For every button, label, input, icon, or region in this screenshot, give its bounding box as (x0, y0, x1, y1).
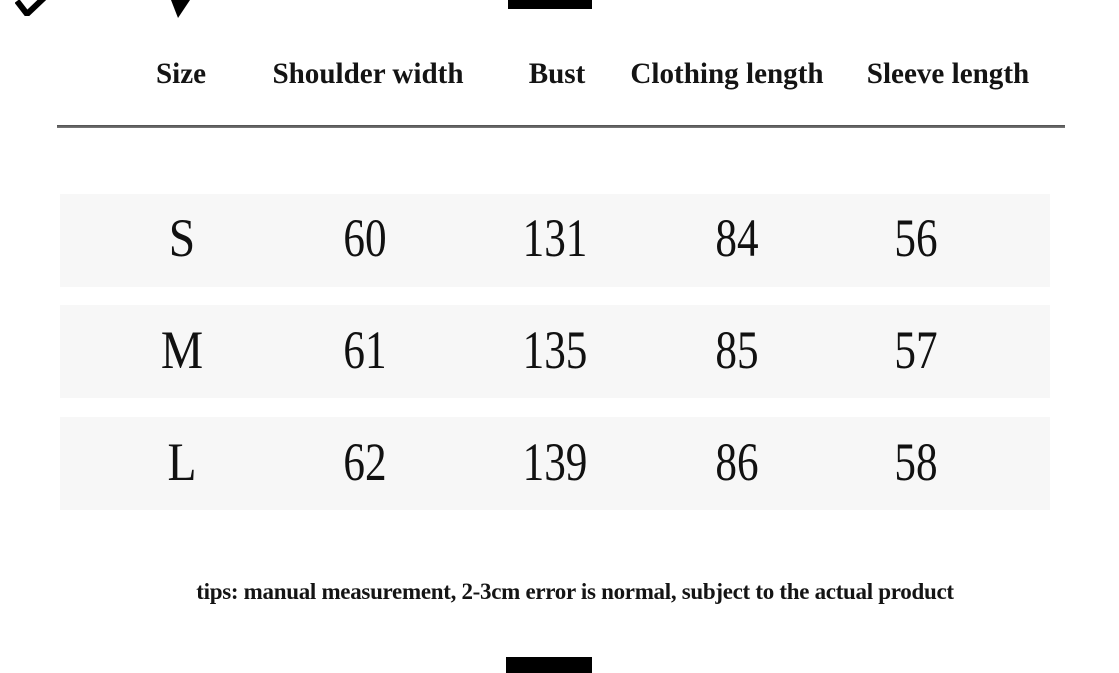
row-band-m (60, 305, 1050, 398)
cell-l-bust: 139 (522, 432, 588, 492)
column-header-clothing-length: Clothing length (630, 57, 824, 90)
cell-size-l: L (167, 432, 197, 492)
cell-size-s: S (168, 208, 196, 268)
column-header-bust: Bust (528, 57, 586, 90)
cell-l-shoulder-width: 62 (343, 432, 387, 492)
column-header-size: Size (155, 57, 207, 90)
cell-m-sleeve-length: 57 (894, 320, 938, 380)
cell-size-m: M (160, 320, 204, 380)
measurement-tips-note: tips: manual measurement, 2-3cm error is… (196, 579, 954, 604)
cropped-bar-bottom (506, 657, 592, 673)
cell-m-shoulder-width: 61 (343, 320, 387, 380)
row-band-s (60, 194, 1050, 287)
cell-m-bust: 135 (522, 320, 588, 380)
cell-s-bust: 131 (522, 208, 588, 268)
cropped-stroke-icon (171, 0, 190, 18)
column-header-shoulder-width: Shoulder width (272, 57, 464, 90)
cell-s-clothing-length: 84 (715, 208, 759, 268)
cropped-bar-top (508, 0, 592, 9)
row-band-l (60, 417, 1050, 510)
cell-s-sleeve-length: 56 (894, 208, 938, 268)
column-header-sleeve-length: Sleeve length (866, 57, 1030, 90)
header-divider-line (57, 125, 1065, 128)
cropped-checkmark-icon (15, 0, 47, 16)
cell-l-sleeve-length: 58 (894, 432, 938, 492)
cell-m-clothing-length: 85 (715, 320, 759, 380)
cell-s-shoulder-width: 60 (343, 208, 387, 268)
cell-l-clothing-length: 86 (715, 432, 759, 492)
